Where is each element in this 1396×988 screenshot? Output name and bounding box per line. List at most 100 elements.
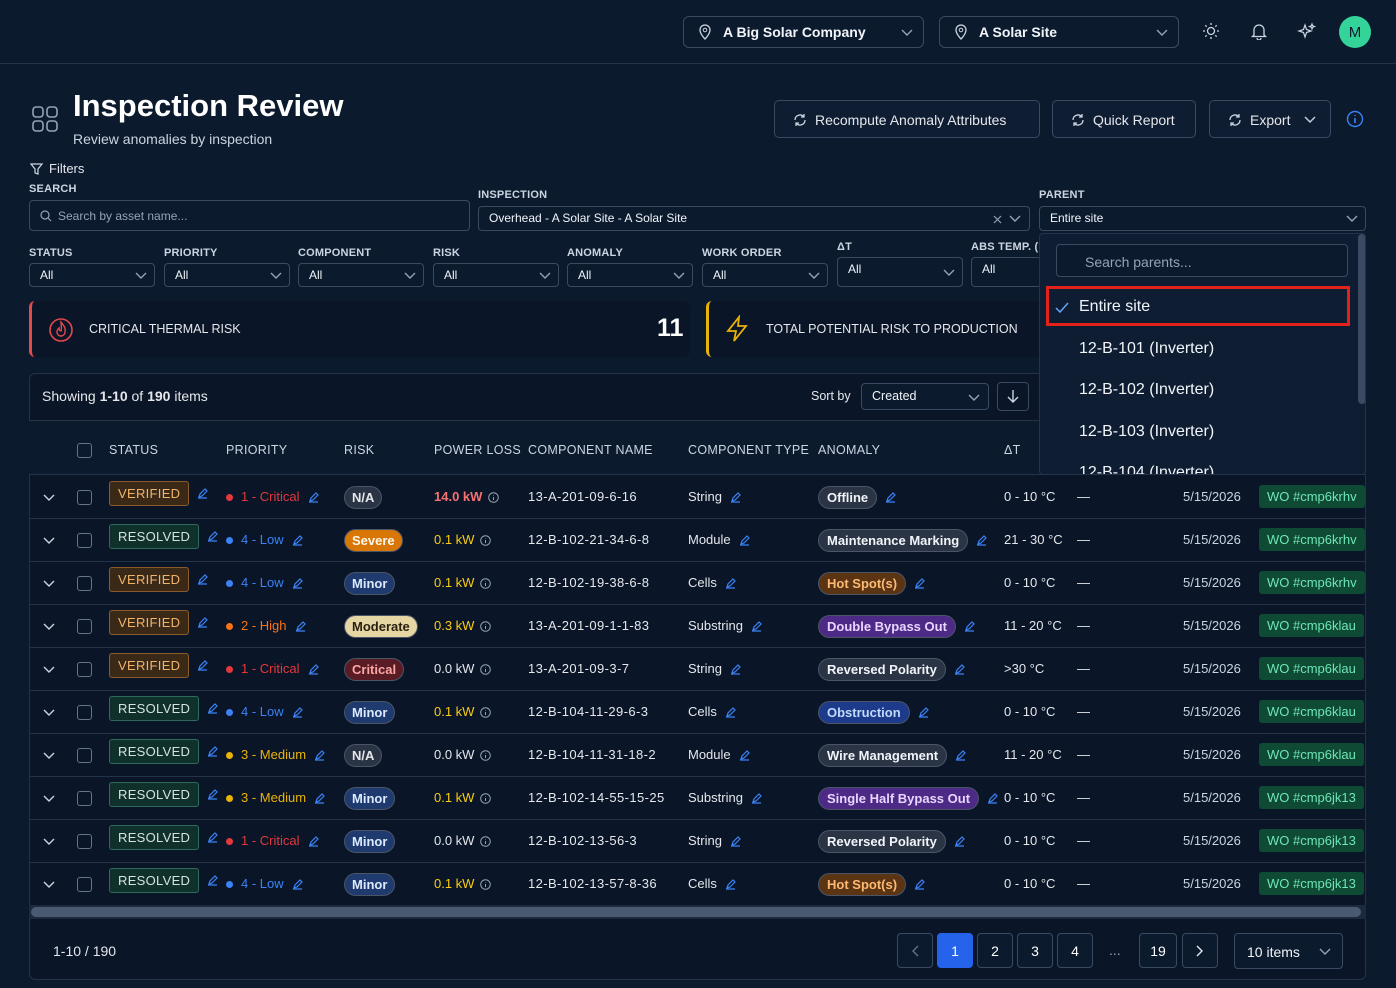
row-checkbox[interactable]: [77, 877, 92, 892]
avatar[interactable]: M: [1339, 16, 1371, 48]
edit-icon[interactable]: [292, 879, 303, 890]
edit-icon[interactable]: [295, 621, 306, 632]
filter-select[interactable]: All: [29, 263, 155, 287]
edit-icon[interactable]: [739, 750, 750, 761]
edit-icon[interactable]: [739, 535, 750, 546]
sort-direction-button[interactable]: [997, 382, 1029, 411]
edit-icon[interactable]: [954, 664, 965, 675]
filter-select[interactable]: All: [702, 263, 828, 287]
page-button[interactable]: 3: [1017, 933, 1053, 968]
edit-icon[interactable]: [885, 492, 897, 503]
chevron-icon[interactable]: [43, 795, 55, 803]
parent-select[interactable]: Entire site: [1039, 206, 1366, 231]
edit-icon[interactable]: [730, 664, 741, 675]
work-order-badge[interactable]: WO #cmp6krhv: [1259, 528, 1365, 551]
filter-select[interactable]: All: [433, 263, 559, 287]
row-checkbox[interactable]: [77, 533, 92, 548]
edit-icon[interactable]: [292, 578, 303, 589]
edit-icon[interactable]: [964, 621, 975, 632]
filter-select[interactable]: All: [164, 263, 290, 287]
edit-icon[interactable]: [292, 707, 303, 718]
filter-select[interactable]: All: [298, 263, 424, 287]
row-checkbox[interactable]: [77, 619, 92, 634]
edit-icon[interactable]: [730, 492, 741, 503]
filter-select[interactable]: All: [837, 257, 963, 287]
recompute-button[interactable]: Recompute Anomaly Attributes: [774, 100, 1040, 138]
row-checkbox[interactable]: [77, 576, 92, 591]
export-button[interactable]: Export: [1209, 100, 1331, 138]
work-order-badge[interactable]: WO #cmp6krhv: [1259, 571, 1365, 594]
edit-icon[interactable]: [955, 750, 966, 761]
edit-icon[interactable]: [725, 578, 736, 589]
edit-icon[interactable]: [308, 664, 319, 675]
edit-icon[interactable]: [197, 574, 209, 585]
edit-icon[interactable]: [725, 707, 736, 718]
work-order-badge[interactable]: WO #cmp6klau: [1259, 743, 1364, 766]
page-button[interactable]: 4: [1057, 933, 1093, 968]
work-order-badge[interactable]: WO #cmp6jk13: [1259, 872, 1364, 895]
chevron-icon[interactable]: [43, 752, 55, 760]
location-select[interactable]: A Solar Site: [939, 16, 1179, 48]
edit-icon[interactable]: [207, 832, 219, 843]
edit-icon[interactable]: [954, 836, 965, 847]
page-size-select[interactable]: 10 items: [1234, 933, 1343, 969]
row-checkbox[interactable]: [77, 748, 92, 763]
edit-icon[interactable]: [751, 793, 762, 804]
work-order-badge[interactable]: WO #cmp6klau: [1259, 614, 1364, 637]
chevron-icon[interactable]: [43, 881, 55, 889]
edit-icon[interactable]: [292, 535, 303, 546]
header-checkbox[interactable]: [77, 443, 92, 458]
chevron-icon[interactable]: [43, 580, 55, 588]
edit-icon[interactable]: [308, 492, 319, 503]
edit-icon[interactable]: [314, 750, 325, 761]
edit-icon[interactable]: [987, 793, 998, 804]
quick-report-button[interactable]: Quick Report: [1052, 100, 1196, 138]
page-button[interactable]: 1: [937, 933, 973, 968]
chevron-icon[interactable]: [43, 537, 55, 545]
dropdown-option[interactable]: 12-B-104 (Inverter): [1046, 452, 1350, 474]
chevron-icon[interactable]: [43, 666, 55, 674]
edit-icon[interactable]: [197, 488, 209, 499]
next-page-button[interactable]: [1182, 933, 1218, 968]
chevron-icon[interactable]: [43, 623, 55, 631]
dropdown-search[interactable]: Search parents...: [1056, 244, 1348, 277]
filter-select[interactable]: All: [567, 263, 693, 287]
edit-icon[interactable]: [914, 879, 925, 890]
chevron-icon[interactable]: [43, 838, 55, 846]
scrollbar-thumb[interactable]: [31, 907, 1361, 917]
edit-icon[interactable]: [207, 746, 219, 757]
edit-icon[interactable]: [914, 578, 925, 589]
edit-icon[interactable]: [207, 703, 219, 714]
work-order-badge[interactable]: WO #cmp6krhv: [1259, 485, 1365, 508]
edit-icon[interactable]: [207, 875, 219, 886]
row-checkbox[interactable]: [77, 662, 92, 677]
edit-icon[interactable]: [976, 535, 988, 546]
page-button[interactable]: 19: [1139, 933, 1177, 968]
edit-icon[interactable]: [308, 836, 319, 847]
dropdown-scrollbar[interactable]: [1358, 234, 1365, 404]
chevron-icon[interactable]: [43, 709, 55, 717]
chevron-icon[interactable]: [43, 494, 55, 502]
edit-icon[interactable]: [197, 617, 209, 628]
dropdown-option[interactable]: 12-B-102 (Inverter): [1046, 369, 1350, 409]
edit-icon[interactable]: [314, 793, 325, 804]
row-checkbox[interactable]: [77, 705, 92, 720]
work-order-badge[interactable]: WO #cmp6jk13: [1259, 786, 1364, 809]
edit-icon[interactable]: [751, 621, 762, 632]
edit-icon[interactable]: [730, 836, 741, 847]
dropdown-option[interactable]: 12-B-101 (Inverter): [1046, 328, 1350, 368]
row-checkbox[interactable]: [77, 791, 92, 806]
inspection-select[interactable]: Overhead - A Solar Site - A Solar Site: [478, 206, 1030, 231]
work-order-badge[interactable]: WO #cmp6klau: [1259, 700, 1364, 723]
prev-page-button[interactable]: [897, 933, 933, 968]
location-select[interactable]: A Big Solar Company: [683, 16, 924, 48]
edit-icon[interactable]: [197, 660, 209, 671]
dropdown-option[interactable]: 12-B-103 (Inverter): [1046, 411, 1350, 451]
edit-icon[interactable]: [207, 789, 219, 800]
edit-icon[interactable]: [918, 707, 929, 718]
search-input[interactable]: Search by asset name...: [29, 200, 470, 231]
edit-icon[interactable]: [725, 879, 736, 890]
work-order-badge[interactable]: WO #cmp6klau: [1259, 657, 1364, 680]
page-button[interactable]: 2: [977, 933, 1013, 968]
edit-icon[interactable]: [207, 531, 219, 542]
